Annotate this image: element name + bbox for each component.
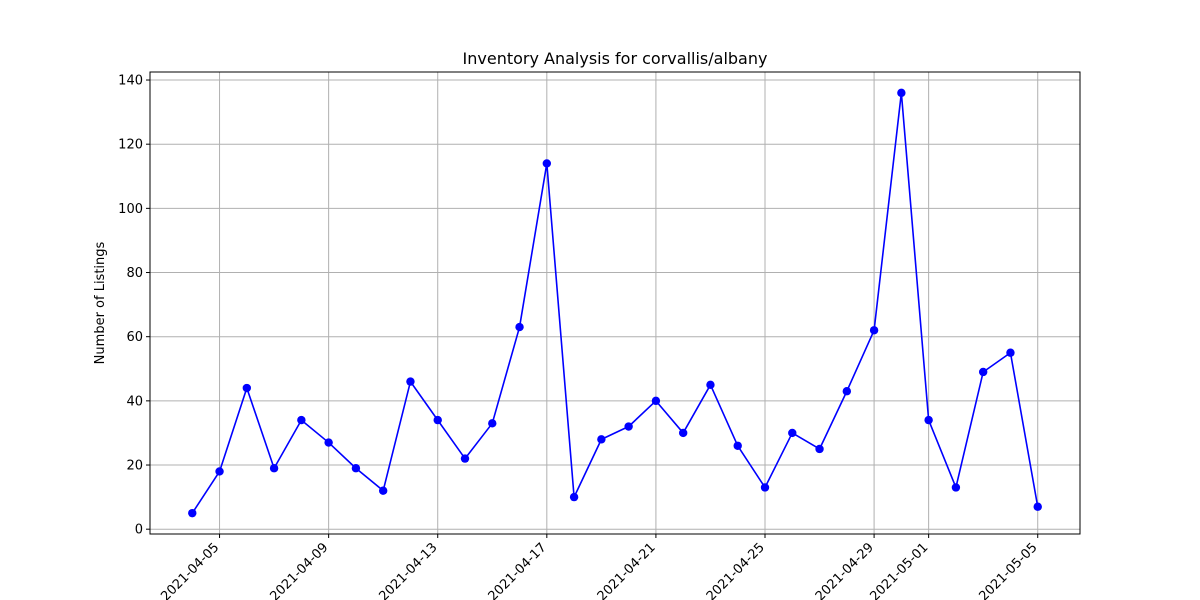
y-tick-label: 0 (135, 523, 143, 538)
data-point (433, 415, 442, 425)
x-tick-label: 2021-04-25 (704, 540, 768, 600)
data-point (678, 428, 688, 438)
data-point (378, 486, 388, 495)
data-point (269, 464, 279, 473)
x-tick-label: 2021-04-09 (267, 540, 331, 600)
data-point (460, 454, 470, 463)
data-point (324, 438, 333, 447)
y-tick-label: 120 (118, 138, 143, 153)
x-tick-label: 2021-04-13 (377, 540, 441, 600)
x-tick-label: 2021-05-01 (867, 540, 931, 600)
data-point (842, 387, 852, 396)
x-tick-label: 2021-05-05 (977, 540, 1041, 600)
x-tick-label: 2021-04-21 (595, 540, 659, 600)
y-tick-label: 80 (126, 266, 143, 281)
y-tick-label: 20 (126, 459, 143, 474)
data-point (897, 88, 906, 98)
data-point (569, 492, 579, 502)
y-tick-label: 140 (118, 74, 143, 89)
data-point (542, 159, 552, 168)
data-point (706, 380, 715, 390)
data-point (815, 444, 824, 454)
y-tick-label: 60 (126, 330, 143, 345)
data-point (624, 422, 633, 431)
data-point (188, 508, 197, 518)
data-point (788, 428, 797, 438)
grid-lines (150, 72, 1080, 534)
data-point (1006, 348, 1015, 357)
data-point (215, 467, 224, 476)
data-point (869, 326, 879, 335)
data-point (297, 415, 306, 425)
data-point (978, 367, 988, 377)
data-point (733, 441, 742, 450)
x-tick-label: 2021-04-17 (486, 540, 550, 600)
data-point (488, 419, 497, 428)
y-tick-label: 40 (126, 394, 143, 409)
data-point (242, 383, 252, 393)
series-line (191, 92, 1039, 514)
data-point (406, 377, 415, 386)
data-point (924, 415, 933, 425)
y-tick-label: 100 (118, 202, 143, 217)
plot-frame (149, 71, 1081, 535)
series-listings (188, 88, 1042, 518)
data-point (597, 435, 606, 444)
data-point (1033, 502, 1042, 511)
chart-title: Inventory Analysis for corvallis/albany (463, 49, 768, 68)
data-point (351, 464, 361, 473)
data-point (651, 396, 661, 406)
data-point (515, 322, 524, 332)
y-axis-label: Number of Listings (93, 241, 108, 364)
data-point (760, 483, 770, 492)
x-tick-label: 2021-04-05 (158, 540, 222, 600)
x-tick-label: 2021-04-29 (813, 540, 877, 600)
data-point (951, 483, 961, 492)
